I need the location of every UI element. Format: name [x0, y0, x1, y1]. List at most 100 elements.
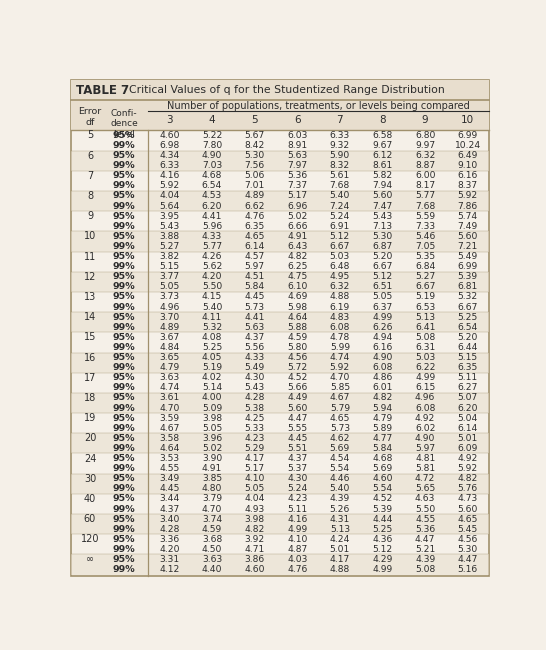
Text: 3.70: 3.70 [159, 313, 180, 322]
Text: 4.15: 4.15 [202, 292, 222, 302]
Text: 5.25: 5.25 [202, 343, 222, 352]
Text: 4.87: 4.87 [287, 545, 307, 554]
Text: 5.05: 5.05 [245, 484, 265, 493]
Text: 60: 60 [84, 514, 96, 524]
Text: 4.23: 4.23 [287, 495, 307, 503]
Text: 3.63: 3.63 [202, 555, 222, 564]
Text: 4.99: 4.99 [287, 525, 307, 534]
Text: 4.57: 4.57 [245, 252, 265, 261]
Text: 8.61: 8.61 [372, 161, 393, 170]
Text: 4.74: 4.74 [330, 353, 350, 362]
Text: 4.65: 4.65 [458, 515, 478, 524]
Text: 99%: 99% [112, 384, 135, 393]
Text: 4.72: 4.72 [415, 474, 435, 483]
Text: 5.12: 5.12 [330, 232, 350, 241]
Text: 7.13: 7.13 [372, 222, 393, 231]
Text: 4.64: 4.64 [287, 313, 307, 322]
Text: 5.11: 5.11 [458, 373, 478, 382]
Text: 95%: 95% [113, 413, 135, 423]
Text: 4.47: 4.47 [415, 535, 435, 544]
Text: 4.90: 4.90 [202, 151, 222, 160]
Text: 4.74: 4.74 [159, 384, 180, 393]
Bar [70, 99, 489, 131]
Text: 6.01: 6.01 [372, 384, 393, 393]
Text: 5.29: 5.29 [245, 444, 265, 453]
Bar [72, 352, 489, 372]
Text: 5.27: 5.27 [159, 242, 180, 251]
Text: 4.64: 4.64 [159, 444, 180, 453]
Text: 95%: 95% [113, 373, 135, 382]
Bar [72, 312, 489, 332]
Text: 6.84: 6.84 [415, 262, 435, 271]
Text: 99%: 99% [112, 363, 135, 372]
Text: 5.92: 5.92 [159, 181, 180, 190]
Text: 5.43: 5.43 [372, 212, 393, 221]
Text: 6.49: 6.49 [458, 151, 478, 160]
Text: 4.76: 4.76 [245, 212, 265, 221]
Text: 6.32: 6.32 [415, 151, 435, 160]
Text: 4.96: 4.96 [415, 393, 435, 402]
Text: 5.76: 5.76 [458, 484, 478, 493]
Text: 3.58: 3.58 [159, 434, 180, 443]
Text: 4.36: 4.36 [372, 535, 393, 544]
Text: 4.37: 4.37 [245, 333, 265, 342]
Text: 6.14: 6.14 [458, 424, 478, 433]
Text: 5.04: 5.04 [458, 413, 478, 423]
Text: 4.52: 4.52 [372, 495, 393, 503]
Text: 3.96: 3.96 [202, 434, 222, 443]
Text: 9.97: 9.97 [415, 141, 435, 150]
Text: 5.98: 5.98 [287, 302, 307, 311]
Text: 5.03: 5.03 [415, 353, 435, 362]
Text: 4.50: 4.50 [202, 545, 222, 554]
Text: 3.98: 3.98 [245, 515, 265, 524]
Text: 5.60: 5.60 [458, 504, 478, 514]
Text: 4.17: 4.17 [245, 454, 265, 463]
Text: 7.21: 7.21 [458, 242, 478, 251]
Text: 6.62: 6.62 [245, 202, 265, 211]
Text: 6.14: 6.14 [245, 242, 265, 251]
Text: 4.47: 4.47 [458, 555, 478, 564]
Text: 4.77: 4.77 [372, 434, 393, 443]
Text: 4.92: 4.92 [415, 413, 435, 423]
Text: 6.10: 6.10 [287, 282, 307, 291]
Text: 9: 9 [422, 114, 429, 125]
Text: 5.13: 5.13 [415, 313, 435, 322]
Text: 4.78: 4.78 [330, 333, 350, 342]
Text: 5.14: 5.14 [202, 384, 222, 393]
Text: 4.45: 4.45 [245, 292, 265, 302]
Text: 3.40: 3.40 [159, 515, 180, 524]
Text: 3.59: 3.59 [159, 413, 180, 423]
Text: 5.43: 5.43 [159, 222, 180, 231]
Text: 9: 9 [87, 211, 93, 221]
Text: 3.85: 3.85 [202, 474, 222, 483]
Text: 3.65: 3.65 [159, 353, 180, 362]
Text: 6.67: 6.67 [415, 282, 435, 291]
Bar [72, 554, 489, 575]
Text: 5.50: 5.50 [415, 504, 435, 514]
Text: 4.11: 4.11 [202, 313, 222, 322]
Text: 95%: 95% [113, 495, 135, 503]
Text: Critical Values of q for the Studentized Range Distribution: Critical Values of q for the Studentized… [129, 85, 444, 96]
Text: 4: 4 [209, 114, 215, 125]
Text: 6.22: 6.22 [415, 363, 435, 372]
Text: 4.08: 4.08 [202, 333, 222, 342]
Text: 4.90: 4.90 [415, 434, 435, 443]
Text: 5.19: 5.19 [415, 292, 435, 302]
Text: 7.94: 7.94 [372, 181, 393, 190]
Text: 7: 7 [336, 114, 343, 125]
Text: 4.75: 4.75 [287, 272, 307, 281]
Text: 40: 40 [84, 494, 96, 504]
Text: 99%: 99% [112, 525, 135, 534]
Text: 5: 5 [87, 131, 93, 140]
Text: 4.88: 4.88 [330, 565, 350, 574]
Text: 3.31: 3.31 [159, 555, 180, 564]
Text: 120: 120 [81, 534, 99, 544]
Text: 9.32: 9.32 [330, 141, 350, 150]
Text: 5.17: 5.17 [245, 464, 265, 473]
Text: 4.68: 4.68 [202, 172, 222, 180]
Text: 6.08: 6.08 [372, 363, 393, 372]
Text: 4.53: 4.53 [202, 192, 222, 200]
Text: 5.05: 5.05 [372, 292, 393, 302]
Text: 6.33: 6.33 [159, 161, 180, 170]
Text: 6.26: 6.26 [372, 323, 393, 332]
